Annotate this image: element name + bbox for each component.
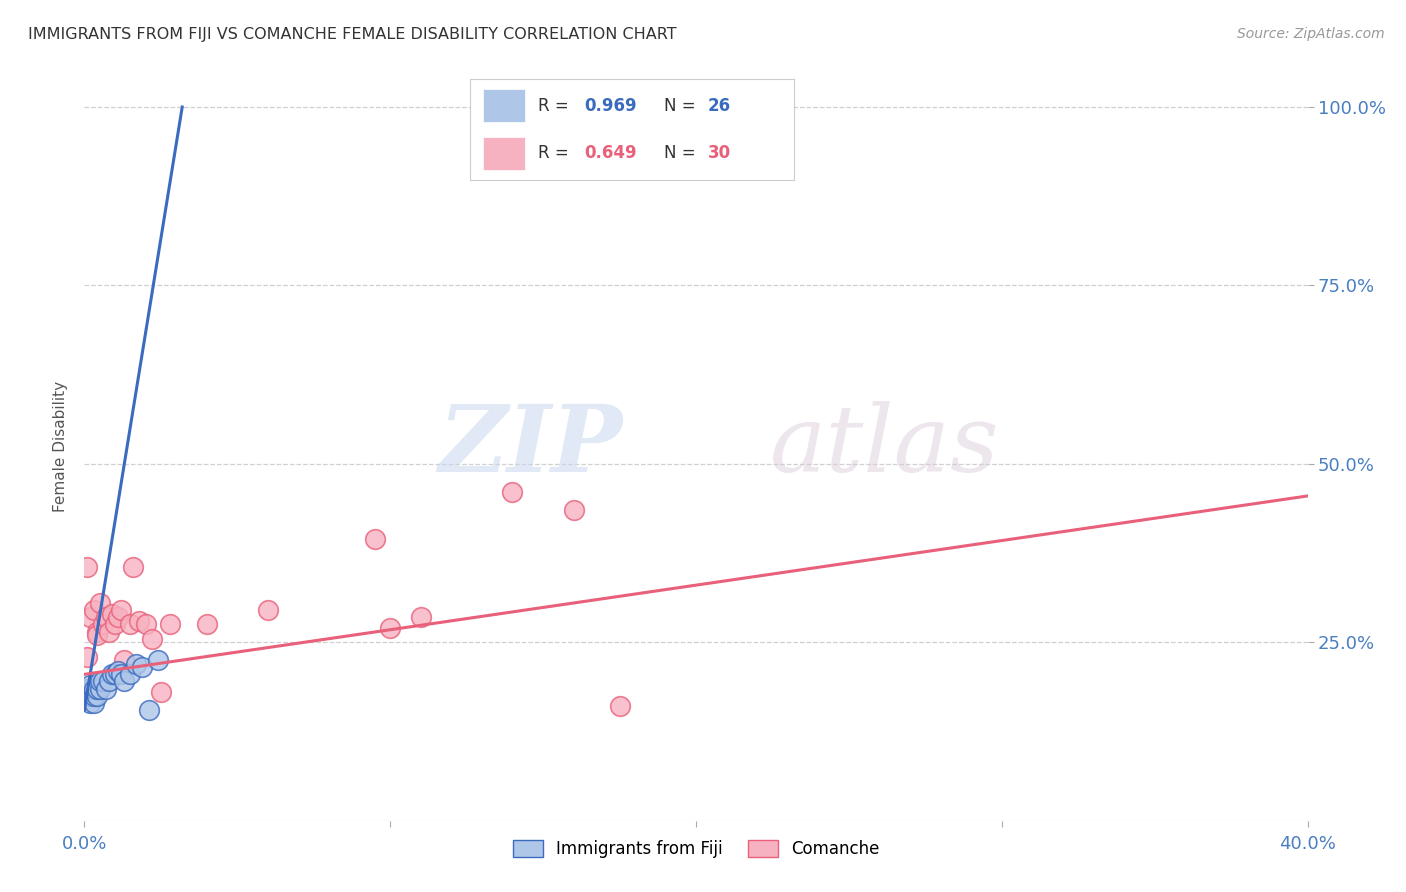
Point — [101, 667, 124, 681]
Point — [79, 696, 101, 710]
Point — [94, 681, 117, 696]
Point — [83, 696, 105, 710]
Point — [149, 685, 172, 699]
Point — [562, 503, 585, 517]
Point — [79, 689, 101, 703]
Point — [86, 624, 108, 639]
Point — [79, 610, 101, 624]
Point — [609, 699, 631, 714]
Point — [97, 674, 120, 689]
Point — [146, 653, 169, 667]
Point — [502, 485, 524, 500]
Y-axis label: Female Disability: Female Disability — [53, 380, 69, 512]
Point — [76, 560, 98, 574]
Point — [86, 689, 108, 703]
Point — [94, 610, 117, 624]
Point — [135, 617, 157, 632]
Point — [86, 681, 108, 696]
Point — [138, 703, 160, 717]
Point — [107, 610, 129, 624]
Point — [79, 678, 101, 692]
Text: IMMIGRANTS FROM FIJI VS COMANCHE FEMALE DISABILITY CORRELATION CHART: IMMIGRANTS FROM FIJI VS COMANCHE FEMALE … — [28, 27, 676, 42]
Point — [364, 532, 387, 546]
Point — [120, 617, 142, 632]
Point — [86, 628, 108, 642]
Point — [380, 621, 402, 635]
Point — [91, 674, 114, 689]
Point — [97, 624, 120, 639]
Point — [128, 614, 150, 628]
Point — [83, 603, 105, 617]
Point — [131, 660, 153, 674]
Point — [409, 610, 432, 624]
Point — [91, 617, 114, 632]
Point — [76, 685, 98, 699]
Point — [110, 667, 132, 681]
Point — [76, 681, 98, 696]
Point — [83, 681, 105, 696]
Point — [83, 689, 105, 703]
Point — [120, 667, 142, 681]
Point — [89, 681, 111, 696]
Point — [125, 657, 148, 671]
Point — [89, 596, 111, 610]
Point — [141, 632, 163, 646]
Point — [122, 560, 145, 574]
Text: Source: ZipAtlas.com: Source: ZipAtlas.com — [1237, 27, 1385, 41]
Point — [112, 674, 135, 689]
Legend: Immigrants from Fiji, Comanche: Immigrants from Fiji, Comanche — [506, 833, 886, 864]
Point — [107, 664, 129, 678]
Point — [195, 617, 218, 632]
Point — [159, 617, 181, 632]
Point — [104, 617, 127, 632]
Point — [257, 603, 280, 617]
Text: atlas: atlas — [769, 401, 998, 491]
Point — [101, 607, 124, 621]
Text: ZIP: ZIP — [439, 401, 623, 491]
Point — [76, 649, 98, 664]
Point — [110, 603, 132, 617]
Point — [112, 653, 135, 667]
Point — [104, 667, 127, 681]
Point — [76, 689, 98, 703]
Point — [89, 674, 111, 689]
